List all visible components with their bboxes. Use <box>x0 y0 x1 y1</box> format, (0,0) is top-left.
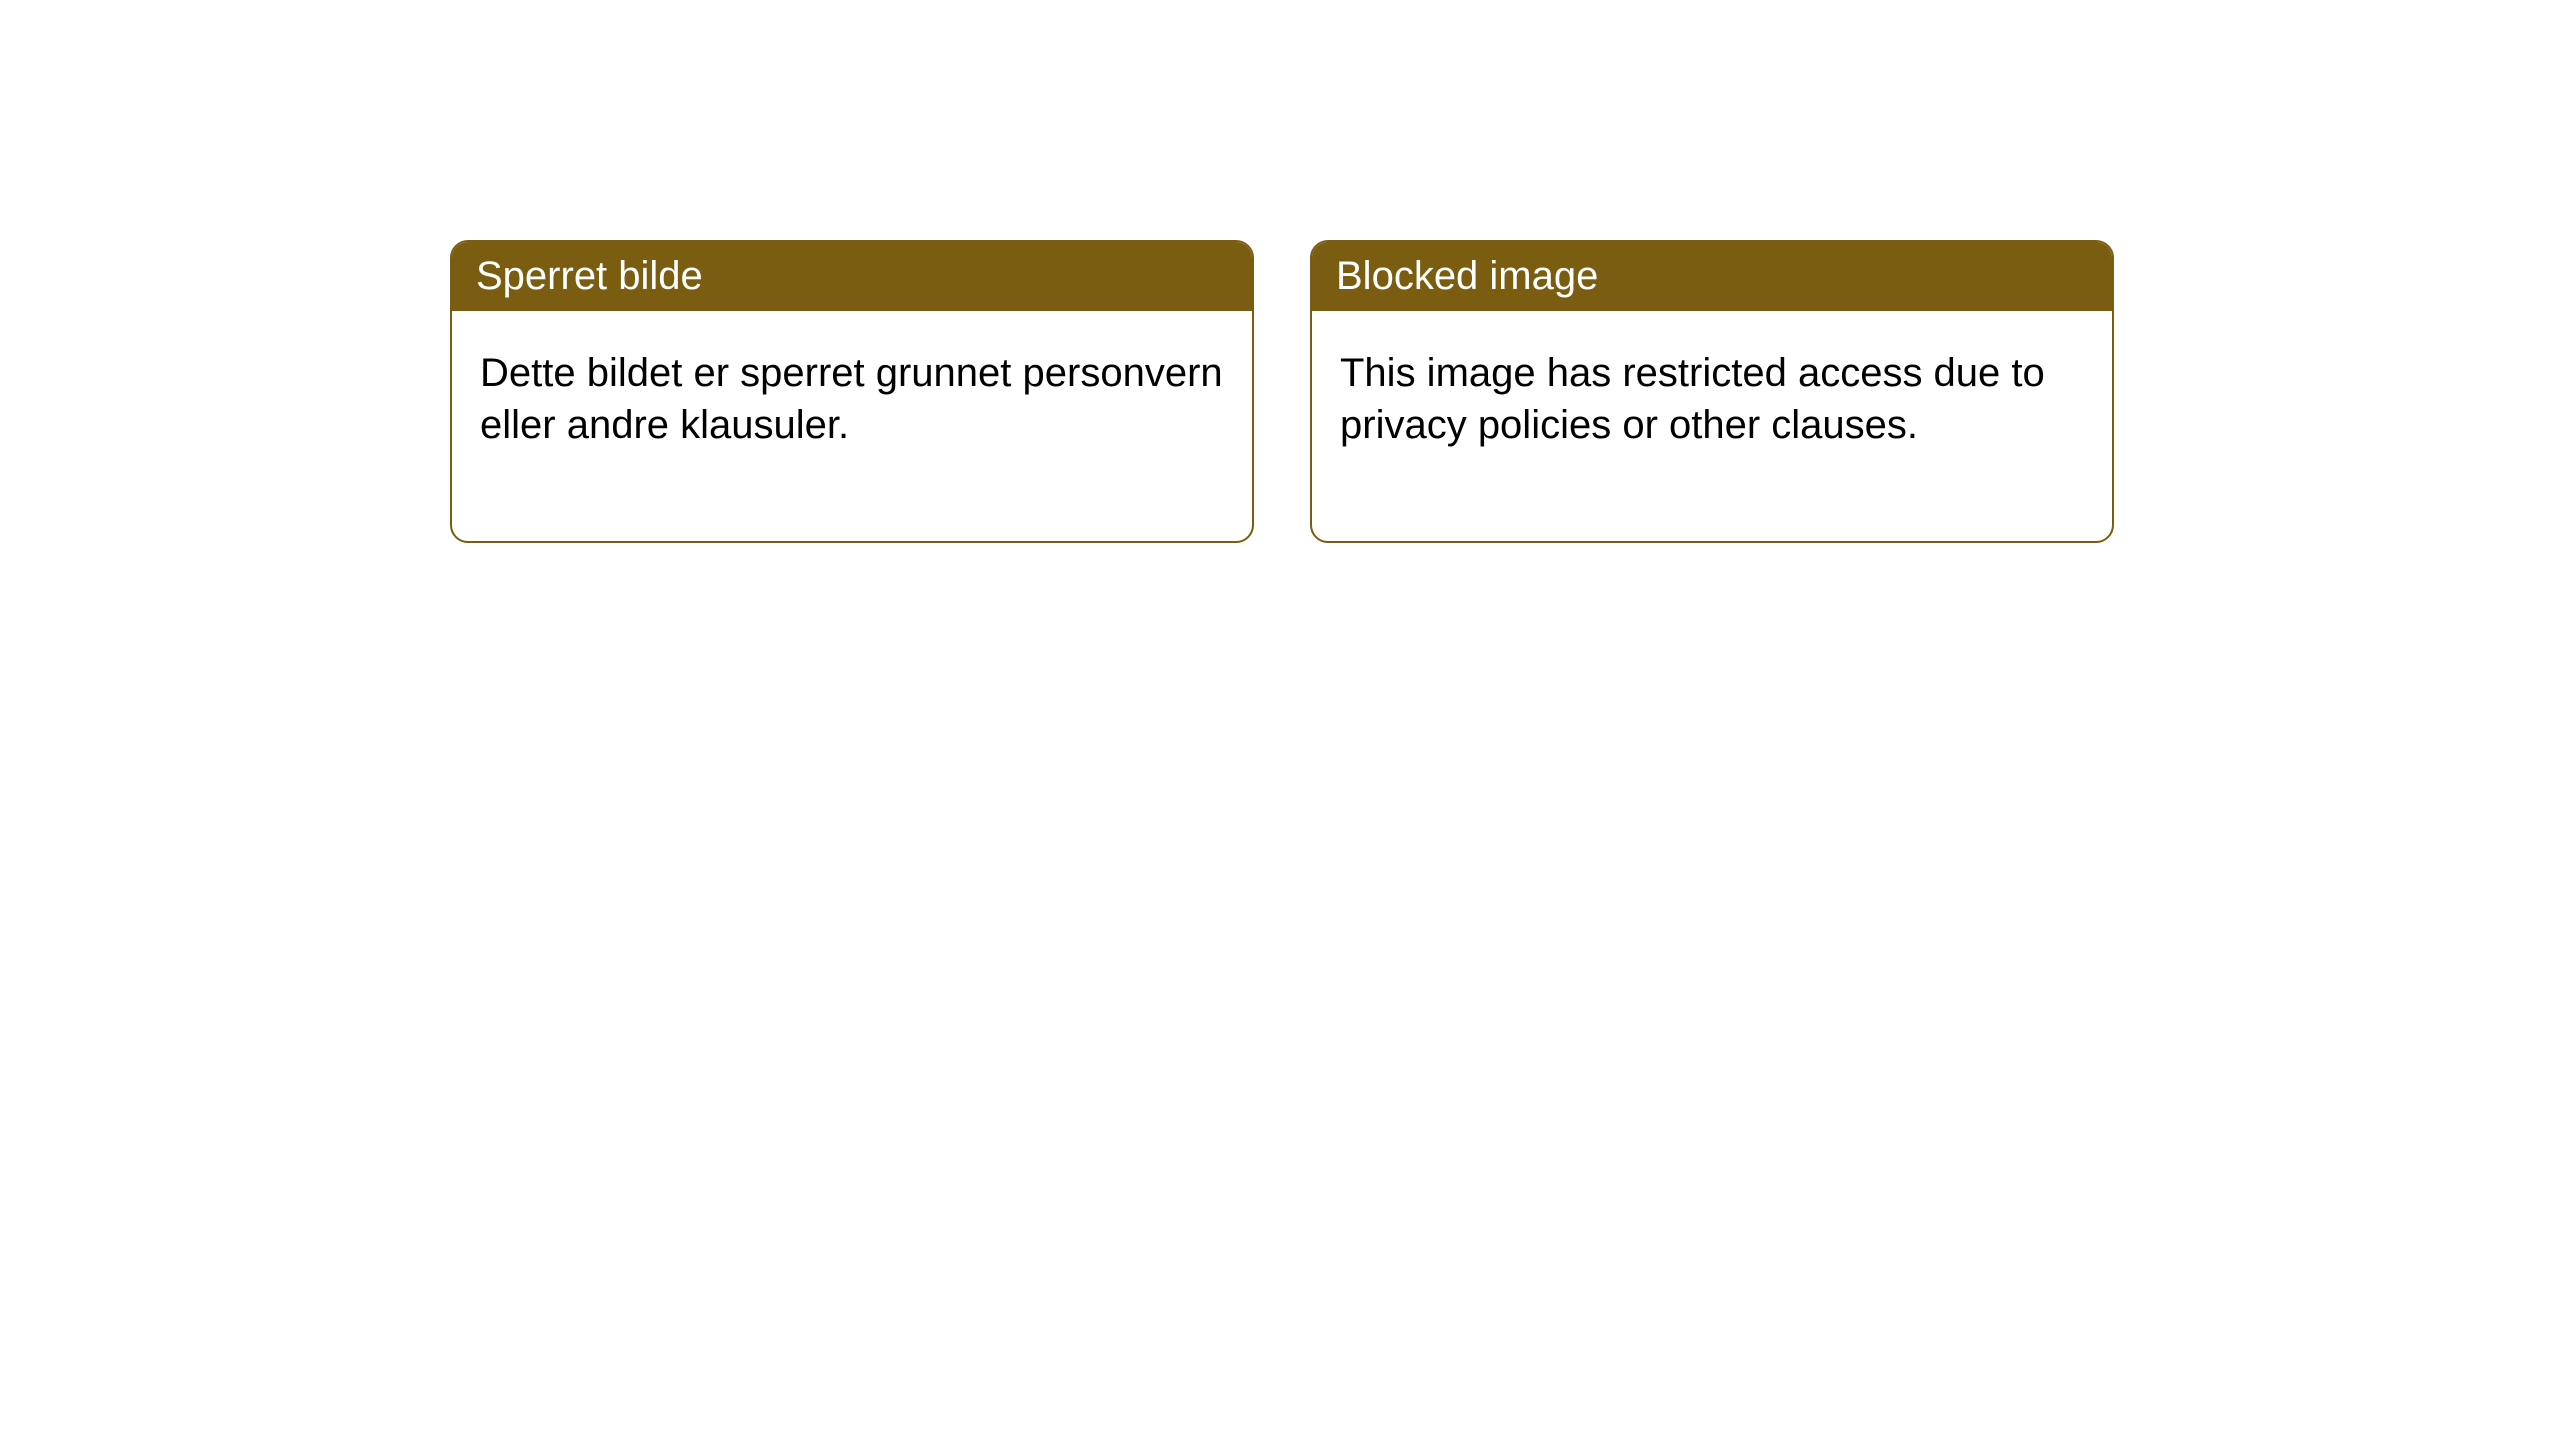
notice-card-english: Blocked image This image has restricted … <box>1310 240 2114 543</box>
card-header: Sperret bilde <box>452 242 1252 311</box>
notice-card-norwegian: Sperret bilde Dette bildet er sperret gr… <box>450 240 1254 543</box>
card-body: Dette bildet er sperret grunnet personve… <box>452 311 1252 541</box>
notice-container: Sperret bilde Dette bildet er sperret gr… <box>450 240 2114 543</box>
card-body: This image has restricted access due to … <box>1312 311 2112 541</box>
card-header: Blocked image <box>1312 242 2112 311</box>
